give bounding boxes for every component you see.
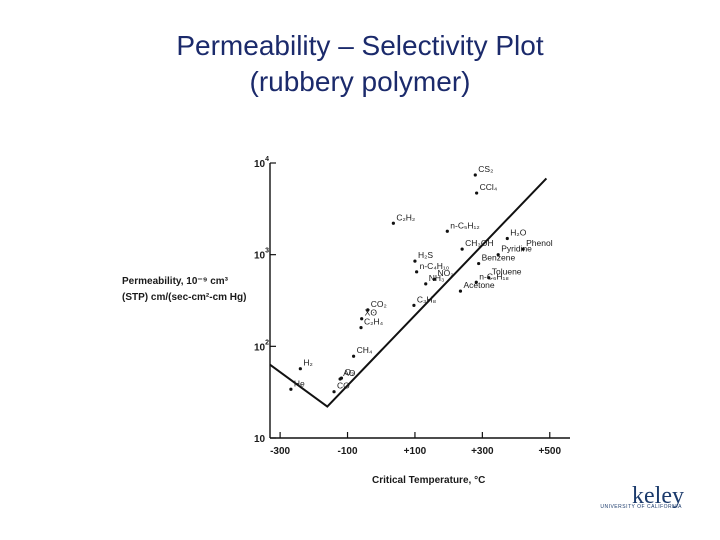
data-point xyxy=(391,221,395,225)
data-point xyxy=(477,261,481,266)
data-point-label: n-C₆H₁₈ xyxy=(479,271,509,281)
data-point xyxy=(424,282,428,286)
x-tick-label: +300 xyxy=(471,446,494,457)
axis-labels: Permeability, 10⁻⁹ cm³ (STP) cm/(sec-cm²… xyxy=(122,276,485,486)
y-tick-exponent: 4 xyxy=(265,156,269,163)
university-logo: keley xyxy=(632,483,684,510)
slide-title-line2: (rubbery polymer) xyxy=(249,66,471,97)
data-point xyxy=(521,247,525,251)
y-axis-label-line2: (STP) cm/(sec-cm²-cm Hg) xyxy=(122,292,246,303)
x-axis-label: Critical Temperature, °C xyxy=(372,475,485,486)
x-tick-label: -100 xyxy=(338,446,358,457)
data-point-label: C₂H₂ xyxy=(396,212,415,222)
trend-line-group xyxy=(269,177,548,408)
trend-line xyxy=(269,177,548,408)
data-point-label: Pyridine xyxy=(501,244,532,254)
data-point xyxy=(432,277,437,281)
data-point xyxy=(473,173,477,177)
data-point xyxy=(413,259,417,263)
data-point xyxy=(505,236,509,241)
data-point xyxy=(445,229,449,233)
data-point xyxy=(339,376,344,380)
data-point-label: O₂ xyxy=(344,367,354,377)
data-point xyxy=(412,303,416,307)
data-point-label: CO xyxy=(337,381,350,391)
data-point xyxy=(360,317,364,321)
data-point-label: Acetone xyxy=(463,280,494,290)
data-point-label: H₂ xyxy=(303,358,312,368)
data-point-label: CCl₄ xyxy=(480,182,498,192)
data-point-label: CH₃OH xyxy=(465,238,494,248)
data-point-label: H₂O xyxy=(510,228,526,238)
data-point xyxy=(332,390,336,394)
data-point xyxy=(415,270,419,274)
data-point-label: n-C₄H₁₀ xyxy=(420,261,450,271)
data-point-label: Aʘ xyxy=(343,368,356,378)
logo-text: keley xyxy=(632,483,684,509)
data-point-label: NH₃ xyxy=(429,273,445,283)
data-point-label: Benzene xyxy=(482,253,516,263)
data-point xyxy=(487,276,491,280)
slide-title: Permeability – Selectivity Plot (rubbery… xyxy=(0,28,720,100)
data-point xyxy=(351,354,356,358)
data-point xyxy=(460,247,464,251)
chart-axes: 10 102 103 104 -300 -100 +100 +300 +500 xyxy=(254,156,570,457)
slide-title-line1: Permeability – Selectivity Plot xyxy=(176,30,544,61)
data-point-label: Toluene xyxy=(492,267,522,277)
data-point xyxy=(496,253,500,257)
data-point xyxy=(298,367,302,371)
data-point-label: CS₂ xyxy=(478,164,493,174)
data-point xyxy=(366,308,370,312)
data-point-label: NO₂ xyxy=(437,268,453,278)
data-point-label: CH₄ xyxy=(357,345,373,355)
y-axis-label-line1: Permeability, 10⁻⁹ cm³ xyxy=(122,276,229,287)
data-point-label: Xʘ xyxy=(365,308,378,318)
x-tick-label: -300 xyxy=(270,446,290,457)
data-point xyxy=(475,191,479,195)
y-tick-label: 10 xyxy=(254,434,266,445)
y-tick-label: 102 xyxy=(254,339,269,353)
data-point xyxy=(289,387,293,391)
data-point xyxy=(474,280,478,284)
data-point xyxy=(359,326,363,330)
y-tick-exponent: 2 xyxy=(265,339,269,346)
data-point-label: C₂H₄ xyxy=(364,317,384,327)
y-tick-label: 104 xyxy=(254,156,269,170)
data-point xyxy=(458,289,463,293)
data-point-label: C₃H₈ xyxy=(417,294,437,304)
x-tick-label: +100 xyxy=(404,446,427,457)
x-tick-label: +500 xyxy=(539,446,562,457)
y-tick-label: 103 xyxy=(254,248,269,262)
data-point-label: H₂S xyxy=(418,250,433,260)
data-point-label: Phenol xyxy=(526,238,553,248)
data-point-label: CO₂ xyxy=(371,299,387,309)
data-point-label: He xyxy=(294,378,305,388)
logo-subtext: UNIVERSITY OF CALIFORNIA xyxy=(600,504,682,510)
y-tick-exponent: 3 xyxy=(265,248,269,255)
data-point-label: n-C₅H₁₂ xyxy=(450,220,479,230)
